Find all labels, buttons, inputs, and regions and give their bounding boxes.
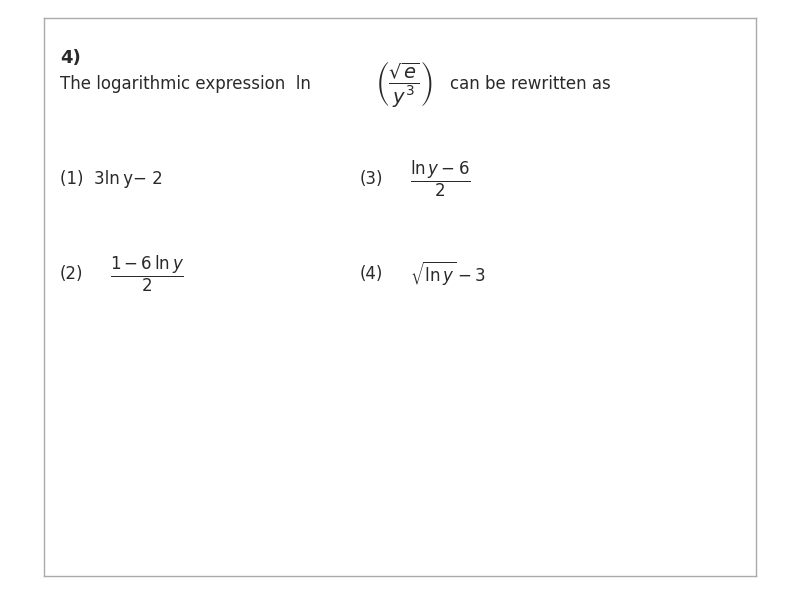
Text: can be rewritten as: can be rewritten as — [450, 75, 610, 93]
Text: (3): (3) — [360, 170, 383, 188]
Text: The logarithmic expression  ln: The logarithmic expression ln — [60, 75, 311, 93]
Text: $\left(\dfrac{\sqrt{e}}{y^3}\right)$: $\left(\dfrac{\sqrt{e}}{y^3}\right)$ — [375, 59, 433, 109]
Text: (1)  3ln y− 2: (1) 3ln y− 2 — [60, 170, 162, 188]
Text: (4): (4) — [360, 265, 383, 283]
Text: (2): (2) — [60, 265, 83, 283]
Text: $\sqrt{\mathrm{ln}\,y}-3$: $\sqrt{\mathrm{ln}\,y}-3$ — [410, 260, 486, 288]
Text: $\dfrac{1-6\,\mathrm{ln}\,y}{2}$: $\dfrac{1-6\,\mathrm{ln}\,y}{2}$ — [110, 254, 184, 294]
Text: 4): 4) — [60, 49, 81, 67]
Text: $\dfrac{\mathrm{ln}\,y-6}{2}$: $\dfrac{\mathrm{ln}\,y-6}{2}$ — [410, 159, 470, 199]
